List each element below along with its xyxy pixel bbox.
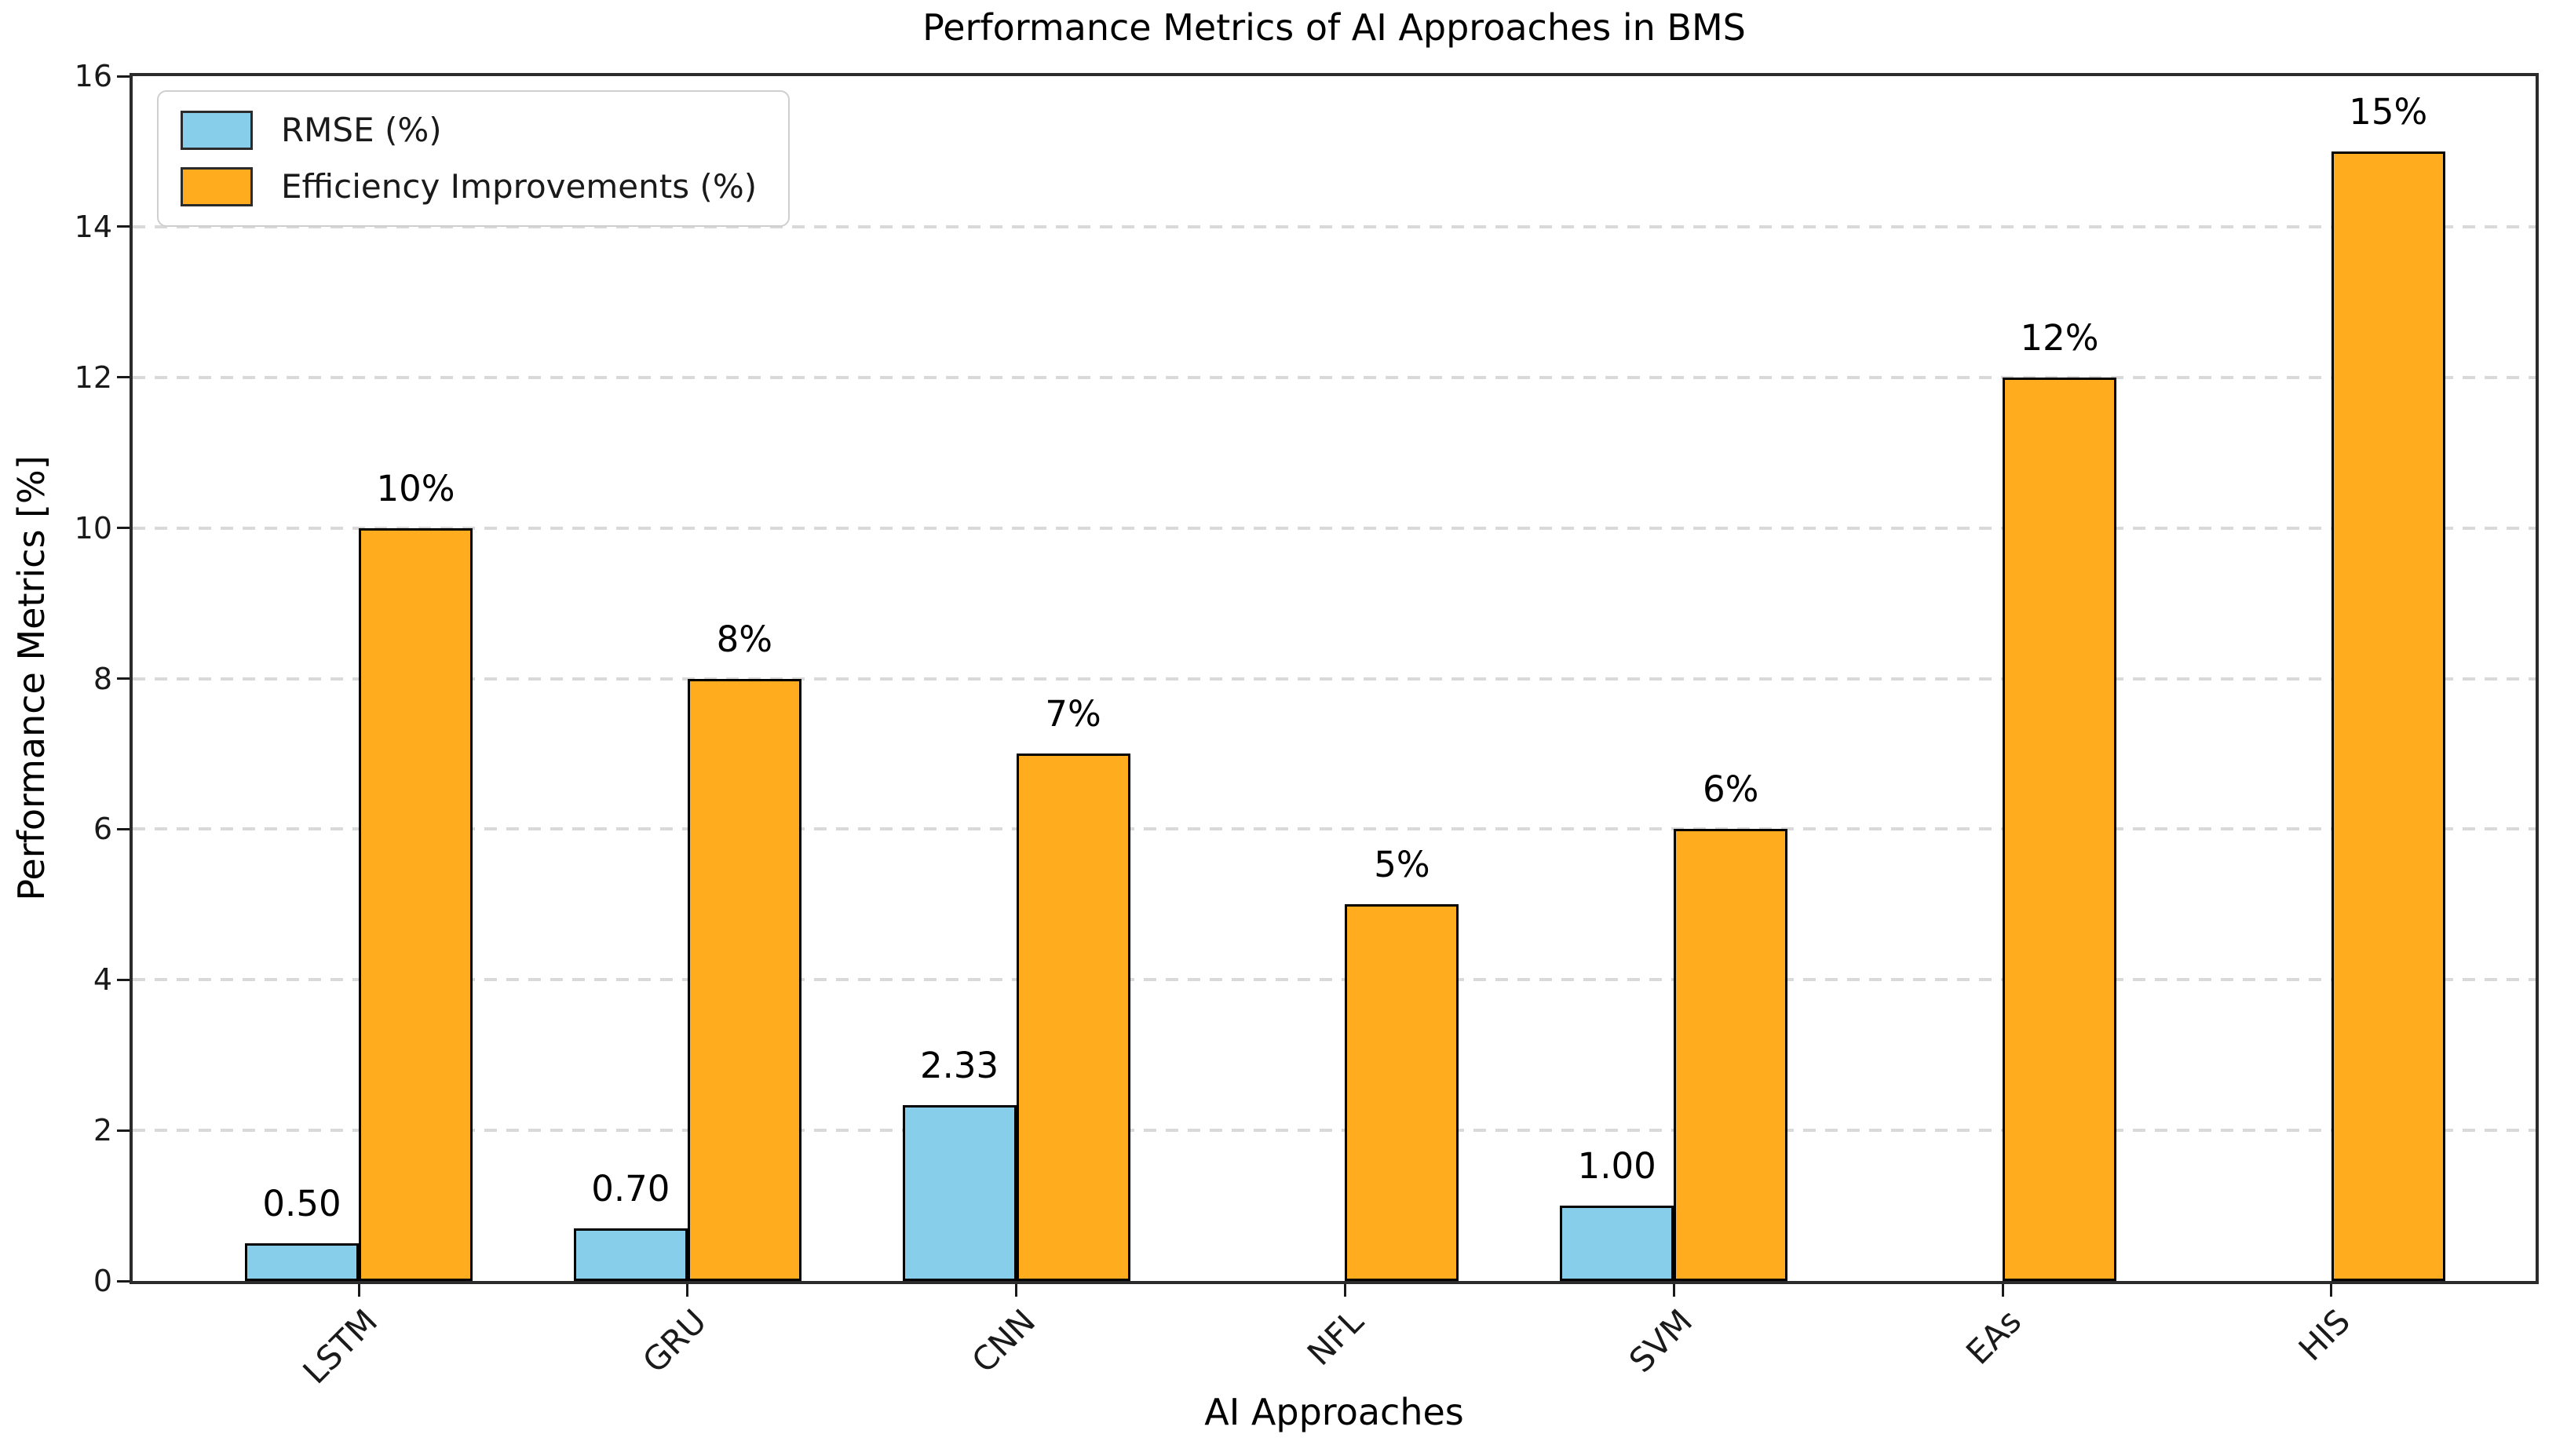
legend-entry-rmse: RMSE (%) xyxy=(181,111,757,150)
y-tick-10 xyxy=(117,527,130,530)
bar-value-label-eas-1: 12% xyxy=(2020,316,2099,359)
y-tick-label-10: 10 xyxy=(74,510,112,546)
y-tick-14 xyxy=(117,225,130,228)
x-tick-his xyxy=(2330,1284,2333,1297)
gridline-y6 xyxy=(133,827,2536,831)
x-tick-label-nfl: NFL xyxy=(1300,1301,1371,1374)
x-tick-label-his: HIS xyxy=(2291,1301,2358,1369)
x-tick-label-gru: GRU xyxy=(634,1301,714,1381)
x-tick-cnn xyxy=(1015,1284,1018,1297)
legend-entry-efficiency: Efficiency Improvements (%) xyxy=(181,167,757,206)
y-tick-0 xyxy=(117,1279,130,1283)
y-tick-label-0: 0 xyxy=(93,1264,112,1298)
chart-title: Performance Metrics of AI Approaches in … xyxy=(922,6,1746,49)
y-tick-4 xyxy=(117,978,130,981)
y-tick-16 xyxy=(117,75,130,78)
gridline-y8 xyxy=(133,677,2536,681)
y-tick-label-16: 16 xyxy=(74,59,112,93)
bar-value-label-cnn-1: 7% xyxy=(1045,693,1101,735)
x-axis-label: AI Approaches xyxy=(1204,1391,1464,1433)
bar-value-label-cnn-0: 2.33 xyxy=(919,1045,999,1087)
y-tick-label-8: 8 xyxy=(93,661,112,696)
bar-rmse-cnn xyxy=(902,1105,1017,1281)
bar-efficiency-eas xyxy=(2003,377,2116,1281)
efficiency-swatch-icon xyxy=(181,167,253,206)
x-tick-svm xyxy=(1672,1284,1675,1297)
bar-efficiency-lstm xyxy=(359,527,473,1281)
y-tick-label-4: 4 xyxy=(93,962,112,998)
y-tick-label-6: 6 xyxy=(93,812,112,847)
gridline-y4 xyxy=(133,978,2536,982)
bar-value-label-svm-0: 1.00 xyxy=(1577,1145,1656,1188)
bar-rmse-gru xyxy=(573,1228,688,1281)
bar-rmse-lstm xyxy=(245,1243,359,1281)
bar-value-label-nfl-1: 5% xyxy=(1374,844,1430,886)
bar-efficiency-his xyxy=(2331,151,2445,1281)
legend: RMSE (%) Efficiency Improvements (%) xyxy=(157,90,791,227)
bar-value-label-gru-1: 8% xyxy=(716,618,772,660)
bar-value-label-his-1: 15% xyxy=(2349,90,2428,133)
x-tick-label-svm: SVM xyxy=(1621,1301,1700,1381)
bar-value-label-gru-0: 0.70 xyxy=(591,1167,670,1210)
bar-value-label-svm-1: 6% xyxy=(1702,768,1759,811)
bar-efficiency-cnn xyxy=(1016,754,1130,1281)
gridline-y12 xyxy=(133,375,2536,379)
x-tick-gru xyxy=(686,1284,689,1297)
x-tick-label-lstm: LSTM xyxy=(295,1301,385,1392)
y-tick-8 xyxy=(117,677,130,680)
y-tick-12 xyxy=(117,376,130,379)
legend-label-efficiency: Efficiency Improvements (%) xyxy=(281,167,758,206)
legend-label-rmse: RMSE (%) xyxy=(281,111,442,149)
bar-value-label-lstm-1: 10% xyxy=(376,467,455,509)
bar-efficiency-nfl xyxy=(1345,904,1459,1281)
rmse-swatch-icon xyxy=(181,111,253,150)
x-tick-lstm xyxy=(357,1284,360,1297)
gridline-y14 xyxy=(133,224,2536,228)
x-tick-nfl xyxy=(1343,1284,1346,1297)
x-tick-label-eas: EAs xyxy=(1959,1301,2029,1372)
x-tick-eas xyxy=(2001,1284,2004,1297)
bar-rmse-svm xyxy=(1560,1206,1674,1281)
gridline-y2 xyxy=(133,1129,2536,1133)
y-tick-2 xyxy=(117,1129,130,1132)
y-tick-label-14: 14 xyxy=(74,209,112,244)
bar-value-label-lstm-0: 0.50 xyxy=(262,1183,341,1225)
y-tick-label-12: 12 xyxy=(74,359,112,395)
x-tick-label-cnn: CNN xyxy=(964,1301,1042,1381)
bar-efficiency-svm xyxy=(1674,829,1788,1281)
bar-efficiency-gru xyxy=(687,678,801,1281)
y-tick-6 xyxy=(117,827,130,830)
y-tick-label-2: 2 xyxy=(93,1113,112,1148)
plot-area: 0.50 10% 0.70 8% 2.33 7% 5% 1.00 6% 12% 15% xyxy=(130,73,2539,1284)
gridline-y10 xyxy=(133,526,2536,530)
